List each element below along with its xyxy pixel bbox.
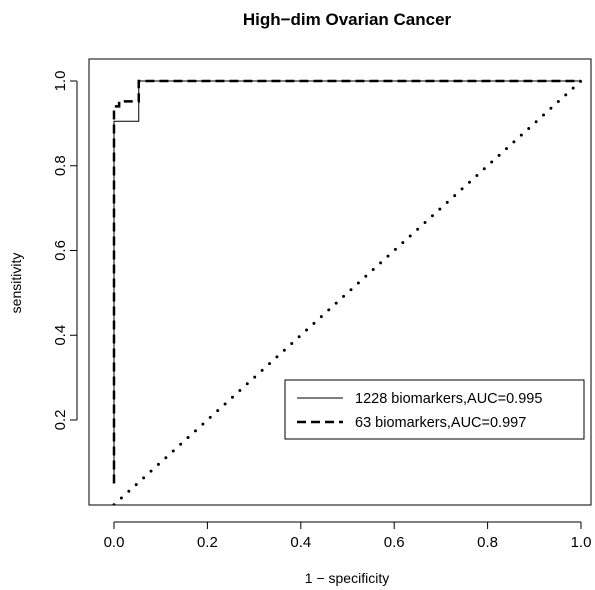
y-axis-label: sensitivity [8,253,24,314]
roc-curve-dashed [112,79,581,484]
legend-box [284,379,585,440]
x-tick-label: 0.6 [384,534,405,551]
legend: 1228 biomarkers,AUC=0.995 63 biomarkers,… [284,379,585,440]
x-axis-label: 1 − specificity [305,570,389,586]
x-tick-label: 1.0 [571,534,592,551]
x-axis: 0.0 0.2 0.4 0.6 0.8 1.0 [104,521,592,551]
x-tick-label: 0.8 [477,534,498,551]
plot-frame [88,58,592,506]
legend-entry-1228-biomarkers: 1228 biomarkers,AUC=0.995 [355,391,542,407]
reference-diagonal-line [112,79,583,505]
x-tick-label: 0.0 [104,534,125,551]
x-tick-label: 0.2 [197,534,218,551]
y-axis: 0.2 0.4 0.6 0.8 1.0 [52,71,78,431]
y-tick-label: 1.0 [52,71,69,92]
legend-entry-63-biomarkers: 63 biomarkers,AUC=0.997 [355,415,526,431]
y-tick-label: 0.4 [52,325,69,346]
y-tick-label: 0.8 [52,155,69,176]
y-tick-label: 0.2 [52,410,69,431]
y-tick-label: 0.6 [52,240,69,261]
x-tick-label: 0.4 [290,534,311,551]
series-layer [112,79,583,505]
chart-title: High−dim Ovarian Cancer [243,10,452,29]
